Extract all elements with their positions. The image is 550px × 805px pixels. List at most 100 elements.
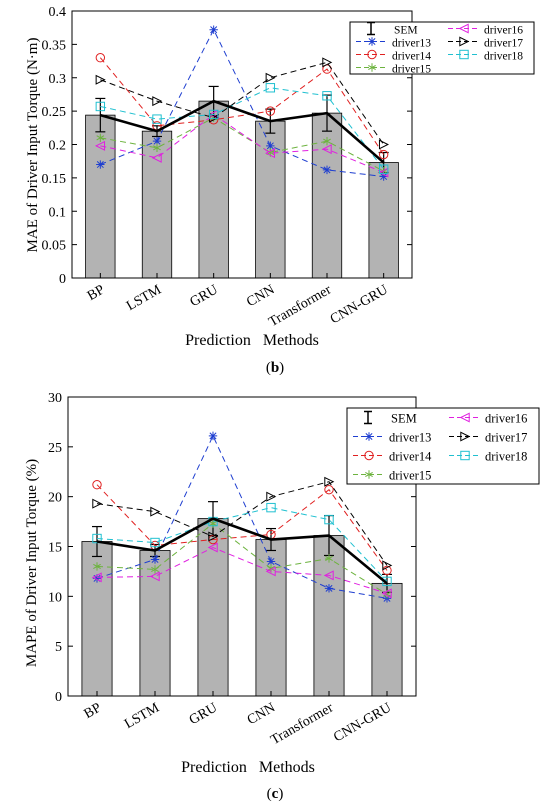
panel-c-point-driver16-CNN — [265, 566, 276, 577]
panel-c-point-driver16-CNN-GRU — [381, 588, 392, 599]
panel-c-point-driver16-BP — [91, 572, 102, 583]
panel-b-ytick-label: 0.15 — [42, 172, 67, 187]
panel-c-legend-marker-driver18 — [460, 450, 470, 461]
panel-c-legend-label-driver17: driver17 — [485, 431, 527, 445]
panel-c-point-driver14-CNN-GRU — [382, 565, 392, 576]
panel-b-legend-label-driver14: driver14 — [392, 51, 431, 63]
panel-b-line-driver16 — [100, 113, 384, 173]
panel-b-ytick-label: 0.4 — [49, 5, 67, 20]
panel-c-legend-marker-driver14 — [364, 450, 374, 461]
panel-b-point-driver14-CNN-GRU — [378, 149, 389, 160]
panel-c-legend: SEM driver13 driver14 driver15 driver16 drive… — [346, 407, 540, 485]
panel-b-point-driver15-CNN-GRU — [379, 167, 388, 176]
panel-c-line-driver13 — [96, 434, 388, 599]
panel-b-line-driver14 — [99, 57, 385, 155]
panel-c-point-driver13-CNN — [266, 557, 276, 566]
panel-c-legend-label-sem: SEM — [391, 412, 417, 426]
panel-c-legend-marker-driver17 — [460, 431, 471, 442]
panel-b-legend-sem-icon — [367, 21, 375, 36]
panel-b-legend-marker-driver18 — [459, 49, 469, 60]
panel-b-xtick-label: BP — [85, 282, 108, 304]
panel-b-legend-marker-driver14 — [367, 49, 377, 60]
panel-b-point-driver18-BP — [95, 101, 106, 112]
panel-c-point-driver18-Transformer — [324, 514, 334, 525]
panel-b-point-driver15-LSTM — [153, 143, 161, 153]
panel-b-point-driver15-BP — [96, 133, 105, 143]
panel-b-point-driver18-LSTM — [152, 114, 162, 124]
panel-b-ytick-label: 0.25 — [42, 105, 67, 120]
panel-c-legend-box — [346, 407, 540, 485]
panel-c-ytick-label: 5 — [55, 640, 62, 655]
panel-b-point-driver14-CNN — [265, 106, 276, 116]
panel-c-point-driver17-GRU — [208, 531, 219, 542]
panel-b-legend-label-driver16: driver16 — [484, 25, 523, 37]
panel-c-xtick-label: Transformer — [268, 700, 336, 748]
panel-c-xtick-label: CNN — [245, 700, 278, 728]
panel-b-legend: SEMdriver13driver14driver15driver16drive… — [349, 21, 535, 76]
panel-b-xtick-label: CNN-GRU — [328, 282, 391, 327]
panel-c-point-driver15-LSTM — [151, 565, 159, 574]
panel-b-ytick-label: 0.05 — [42, 239, 67, 254]
panel-c-ytick-label: 20 — [48, 491, 62, 506]
panel-b-legend-label-driver17: driver17 — [484, 38, 523, 50]
panel-c-xtick-label: CNN-GRU — [331, 700, 394, 745]
panel-b-ytick-label: 0.2 — [49, 139, 67, 154]
panel-b-point-driver18-CNN-GRU — [378, 164, 389, 174]
panel-c-legend-label-driver15: driver15 — [389, 469, 431, 483]
panel-c-legend-label-driver14: driver14 — [389, 450, 432, 464]
panel-c-point-driver16-Transformer — [323, 570, 334, 581]
panel-b-point-driver14-BP — [95, 53, 106, 63]
panel-b-ytick-label: 0 — [59, 272, 66, 287]
panel-c-point-driver15-BP — [93, 562, 101, 571]
panel-b-bar-GRU — [198, 100, 229, 279]
panel-c-point-driver17-Transformer — [324, 476, 335, 487]
panel-b-point-driver18-GRU — [208, 109, 219, 120]
panel-c-bar-GRU — [197, 518, 229, 697]
panel-c-xtick-label: LSTM — [122, 700, 162, 732]
panel-c-legend-label-driver18: driver18 — [485, 450, 527, 464]
panel-b-ytick-label: 0.35 — [42, 38, 67, 53]
panel-b-legend-marker-driver17 — [459, 36, 470, 47]
panel-b-ytick-label: 0.3 — [49, 72, 67, 87]
panel-b-point-driver13-CNN — [266, 141, 275, 151]
panel-c-legend-sem-icon — [364, 410, 372, 425]
panel-c-point-driver13-Transformer — [324, 584, 334, 593]
panel-b-line-driver17 — [100, 61, 385, 145]
panel-b-xtick-label: CNN — [244, 282, 277, 310]
panel-c-ytick-label: 15 — [48, 541, 62, 556]
panel-b-x-axis-label: Prediction Methods — [185, 332, 319, 349]
panel-b-point-driver17-LSTM — [152, 96, 163, 107]
panel-c-point-driver18-LSTM — [150, 537, 160, 548]
panel-c-xtick-label: BP — [82, 700, 105, 722]
panel-b-xtick-label: GRU — [188, 282, 221, 310]
panel-c-line-driver18 — [96, 507, 388, 582]
panel-b-label: (b) — [266, 360, 284, 376]
panel-c-y-axis-label: MAPE of Driver Input Torque (%) — [24, 459, 40, 667]
panel-b-legend-label-driver15: driver15 — [392, 64, 431, 76]
panel-c-point-driver13-LSTM — [150, 555, 160, 564]
panel-b-bar-BP — [85, 114, 116, 279]
panel-b-point-driver13-BP — [96, 160, 105, 169]
panel-b-point-driver16-CNN — [265, 148, 276, 159]
panel-c-point-driver13-BP — [92, 574, 102, 583]
panel-b-bar-CNN-GRU — [368, 162, 399, 279]
panel-c-line-driver16 — [96, 546, 388, 594]
panel-b-xtick-label: Transformer — [266, 282, 334, 330]
panel-b-point-driver13-GRU — [209, 25, 218, 34]
panel-b-point-driver13-LSTM — [152, 136, 162, 146]
panel-b-legend-marker-driver13 — [367, 37, 377, 46]
panel-b-point-driver17-Transformer — [322, 57, 333, 68]
panel-c-point-driver13-GRU — [208, 431, 218, 441]
panel-b-bar-LSTM — [141, 130, 173, 279]
panel-c-legend-marker-driver16 — [459, 412, 470, 423]
panel-b-legend-label-driver13: driver13 — [392, 38, 431, 50]
panel-c-ytick-label: 0 — [55, 690, 62, 705]
panel-c-line-driver15 — [96, 522, 388, 595]
panel-b-legend-box — [349, 21, 535, 75]
panel-b-line-driver15 — [100, 117, 384, 172]
panel-b-mean-line — [99, 99, 385, 164]
panel-c-legend-marker-driver13 — [364, 432, 374, 441]
panel-b-point-driver17-CNN-GRU — [378, 139, 389, 150]
panel-c-point-driver17-BP — [92, 498, 103, 509]
